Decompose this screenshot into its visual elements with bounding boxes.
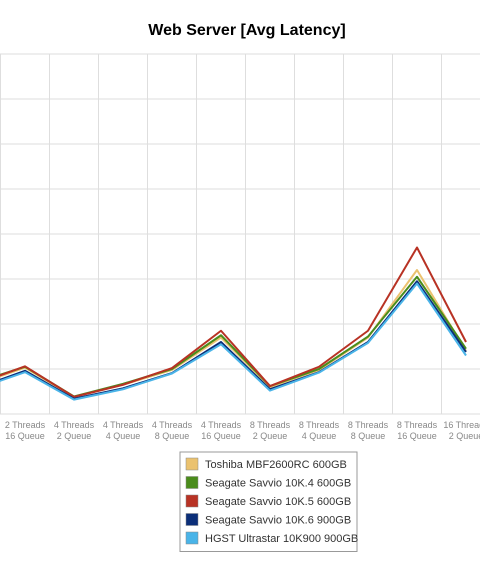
legend: Toshiba MBF2600RC 600GB Seagate Savvio 10… — [179, 451, 358, 552]
legend-box — [179, 451, 358, 552]
series-line-5 — [0, 282, 467, 401]
legend-label: Seagate Savvio 10K.5 600GB — [205, 496, 351, 508]
x-tick-label: 2 Threads 16 Queue — [5, 420, 46, 441]
legend-swatch — [185, 513, 199, 526]
series-line-2 — [0, 275, 467, 398]
series-line-3 — [0, 246, 467, 398]
series-lines — [0, 246, 467, 401]
x-tick-label: 4 Threads 16 Queue — [201, 420, 242, 441]
x-tick-label: 8 Threads 4 Queue — [299, 420, 340, 441]
x-tick-label: 4 Threads 8 Queue — [152, 420, 193, 441]
x-tick-label: 8 Threads 8 Queue — [348, 420, 389, 441]
chart-title: Web Server [Avg Latency] — [148, 22, 345, 39]
x-tick-label: 4 Threads 4 Queue — [103, 420, 144, 441]
legend-swatch — [185, 457, 199, 471]
x-tick-label: 8 Threads 16 Queue — [397, 420, 438, 441]
legend-swatch — [185, 531, 199, 545]
x-tick-label: 8 Threads 2 Queue — [250, 420, 291, 441]
legend-swatch — [185, 476, 199, 489]
legend-label: Seagate Savvio 10K.4 600GB — [205, 478, 351, 490]
series-line-1 — [0, 269, 467, 398]
x-tick-label: 4 Threads 2 Queue — [54, 420, 95, 441]
legend-label: Seagate Savvio 10K.6 900GB — [205, 515, 351, 527]
legend-swatch — [185, 494, 199, 508]
legend-label: Toshiba MBF2600RC 600GB — [205, 459, 347, 471]
legend-label: HGST Ultrastar 10K900 900GB — [205, 533, 358, 545]
